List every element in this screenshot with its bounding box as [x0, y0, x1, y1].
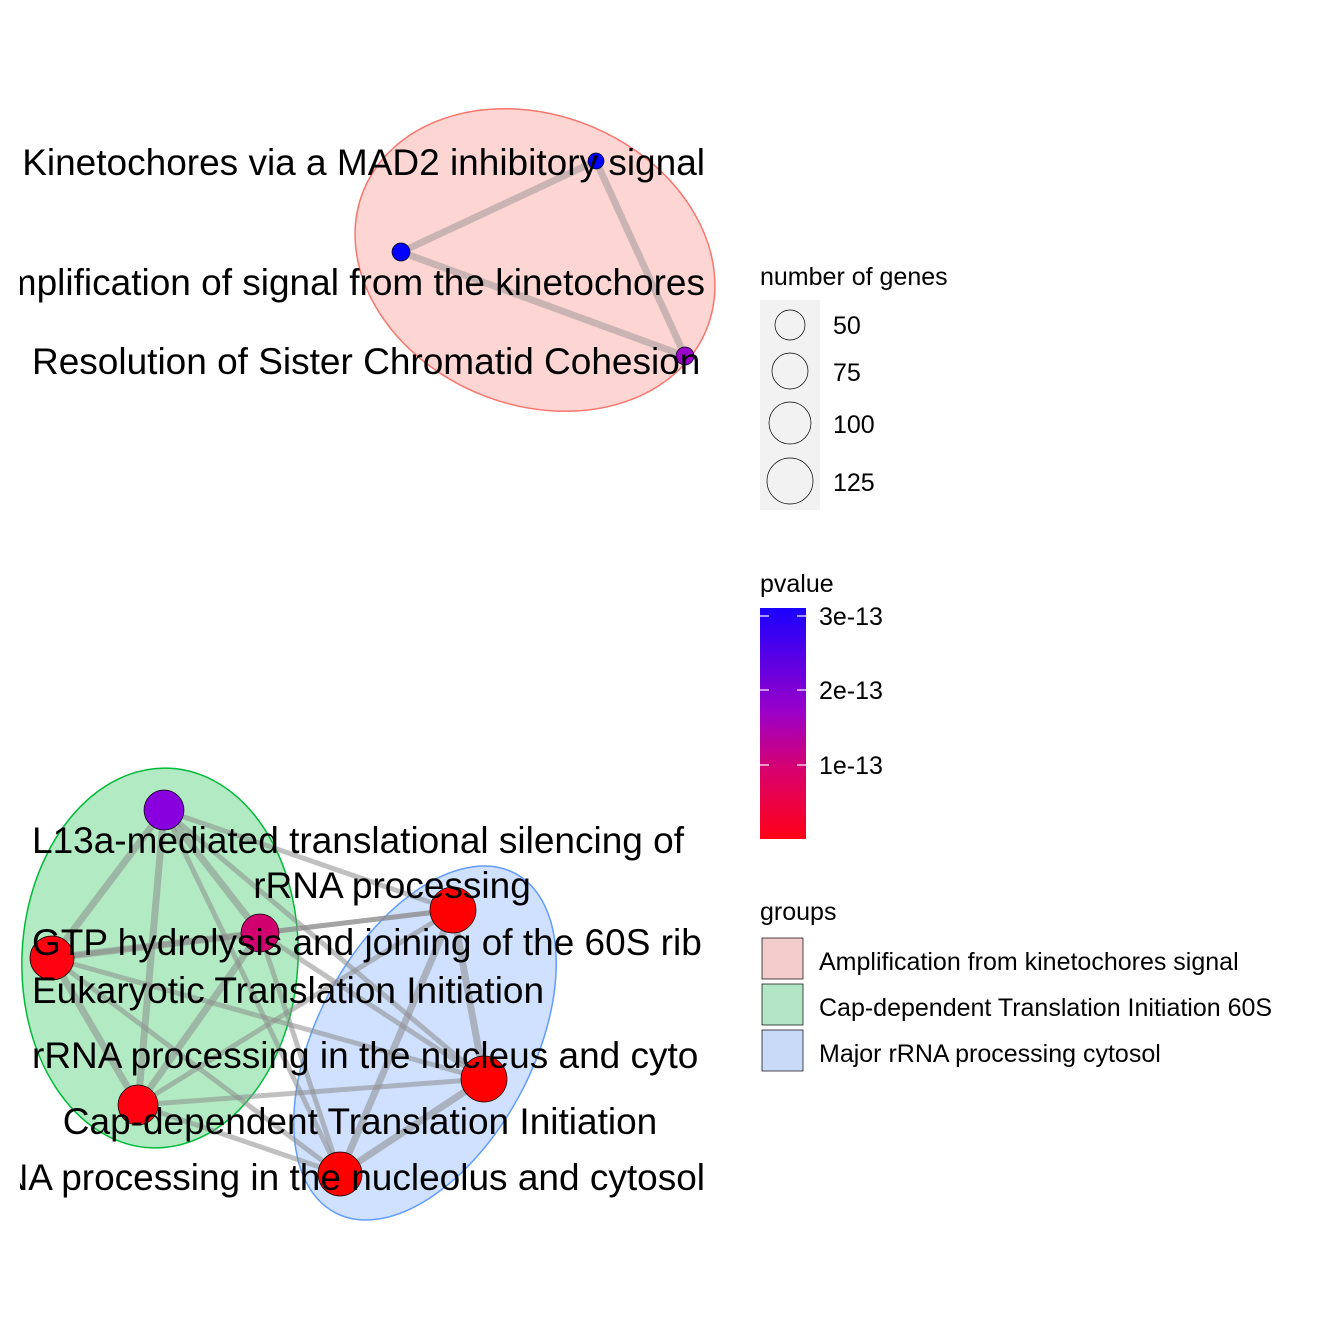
node-layer: [29, 152, 695, 1197]
node-label-sister: Resolution of Sister Chromatid Cohesion: [32, 341, 700, 382]
edge-eif-rrnanucleolus: [50, 956, 342, 1176]
node-label-rrnanuc: rRNA processing in the nucleus and cyto: [32, 1035, 698, 1076]
pvalue-label-3e13: 3e-13: [819, 603, 883, 631]
edge-layer: [48, 157, 689, 1177]
node-sister[interactable]: [675, 346, 695, 366]
groups-legend-label-rrna: Major rRNA processing cytosol: [819, 1040, 1161, 1068]
edge-gtp-capdep: [135, 930, 263, 1108]
edge-rrna-rrnanuc: [449, 909, 488, 1080]
node-label-l13a: L13a-mediated translational silencing of: [32, 820, 685, 861]
edge-l13a-rrnanucleolus: [161, 808, 343, 1176]
edge-l13a-eif: [49, 807, 167, 961]
edge-amp-sister: [399, 248, 687, 360]
edge-rrnanuc-rrnanucleolus: [338, 1076, 486, 1177]
groups-legend-title: groups: [760, 898, 836, 926]
node-rrna[interactable]: [429, 886, 477, 934]
edge-eif-capdep: [48, 956, 142, 1107]
edge-rrna-rrnanucleolus: [336, 908, 457, 1176]
size-legend-circle-75: [771, 352, 809, 390]
edge-capdep-rrnanucleolus: [137, 1102, 341, 1177]
node-label-amp: Amplification of signal from the kinetoc…: [0, 262, 705, 303]
size-legend-circle-125: [766, 457, 814, 505]
pvalue-legend: pvalue 3e-13 2e-13 1e-13: [760, 570, 883, 839]
node-amp[interactable]: [391, 242, 411, 262]
pvalue-label-1e13: 1e-13: [819, 752, 883, 780]
node-eif[interactable]: [29, 935, 75, 981]
size-legend-label-50: 50: [833, 312, 861, 340]
groups-legend-key-rrna: [761, 1029, 804, 1072]
network-panel: Kinetochores via a MAD2 inhibitory signa…: [0, 107, 716, 1221]
edge-l13a-rrna: [163, 807, 454, 913]
pvalue-colorbar: [760, 608, 806, 839]
node-gtp[interactable]: [240, 913, 280, 953]
size-legend-title: number of genes: [760, 263, 948, 291]
edge-l13a-capdep: [134, 809, 168, 1106]
node-label-rrnanucleolus: rRNA processing in the nucleolus and cyt…: [0, 1157, 705, 1198]
size-legend-circle-50: [774, 309, 806, 341]
group-hull-amplification: [354, 107, 716, 413]
node-mad2[interactable]: [587, 152, 605, 170]
edge-l13a-gtp: [161, 807, 263, 936]
node-label-gtp: GTP hydrolysis and joining of the 60S ri…: [32, 922, 702, 963]
node-rrnanuc[interactable]: [460, 1055, 508, 1103]
groups-legend-key-amplification: [761, 937, 804, 980]
node-rrnanucleolus[interactable]: [317, 1151, 363, 1197]
pvalue-label-2e13: 2e-13: [819, 677, 883, 705]
node-capdep[interactable]: [117, 1084, 159, 1126]
size-legend-circle-100: [768, 401, 812, 445]
size-legend-label-75: 75: [833, 359, 861, 387]
edge-mad2-amp: [399, 157, 598, 256]
label-layer: Kinetochores via a MAD2 inhibitory signa…: [0, 142, 705, 1198]
size-legend-label-125: 125: [833, 469, 875, 497]
node-label-eif: Eukaryotic Translation Initiation: [32, 970, 544, 1011]
size-legend: number of genes 50 75 100 125: [760, 263, 948, 510]
node-label-mad2: Kinetochores via a MAD2 inhibitory signa…: [22, 142, 705, 183]
edge-capdep-rrna: [136, 907, 455, 1108]
groups-legend: groups Amplification from kinetochores s…: [760, 898, 1272, 1072]
edge-eif-rrnanuc: [51, 955, 485, 1082]
node-label-capdep: Cap-dependent Translation Initiation: [63, 1101, 657, 1142]
groups-legend-label-cap-dependent: Cap-dependent Translation Initiation 60S: [819, 994, 1272, 1022]
groups-legend-key-cap-dependent: [761, 983, 804, 1026]
edge-capdep-rrnanuc: [137, 1076, 485, 1108]
edge-mad2-sister: [592, 159, 689, 358]
pvalue-legend-title: pvalue: [760, 570, 834, 598]
size-legend-label-100: 100: [833, 411, 875, 439]
edge-gtp-rrnanucleolus: [257, 932, 343, 1175]
groups-legend-label-amplification: Amplification from kinetochores signal: [819, 948, 1239, 976]
node-label-rrna: rRNA processing: [253, 865, 531, 906]
edge-l13a-rrnanuc: [162, 808, 486, 1081]
node-l13a[interactable]: [143, 789, 185, 831]
edge-gtp-rrnanuc: [258, 930, 486, 1082]
